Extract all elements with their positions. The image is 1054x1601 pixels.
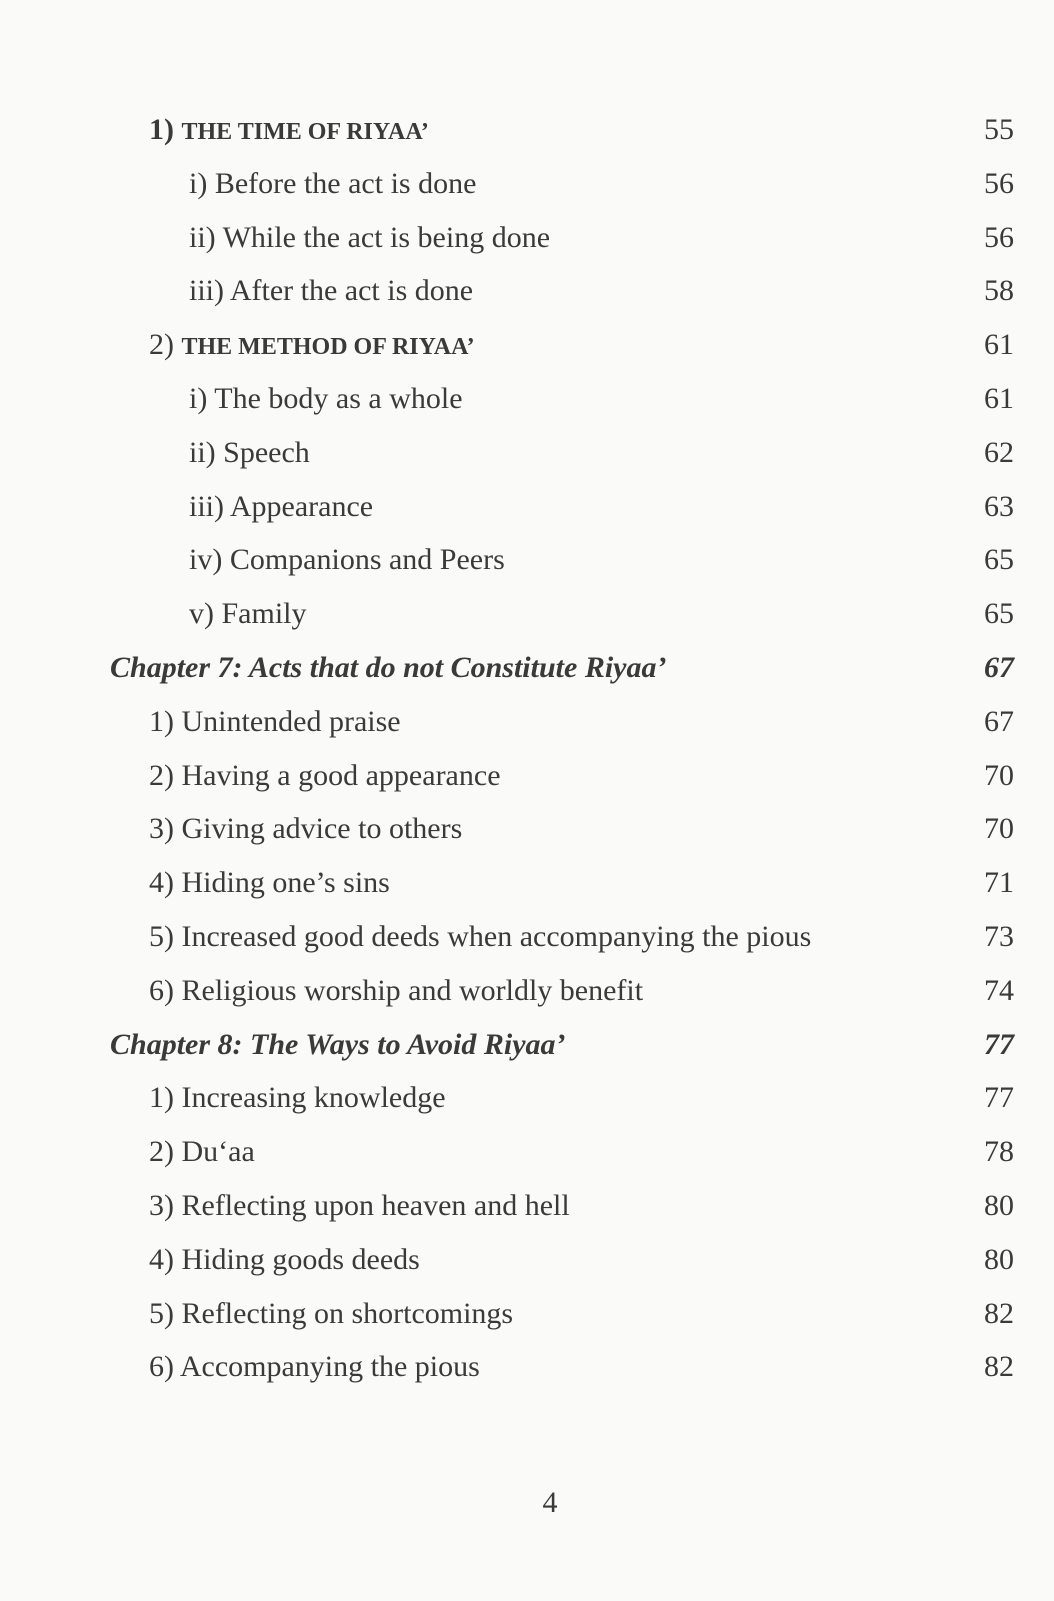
entry-page: 71: [984, 866, 1014, 900]
entry-page: 82: [984, 1350, 1014, 1384]
entry-page: 56: [984, 220, 1014, 254]
entry-title: v) Family: [189, 597, 307, 631]
entry-title: Chapter 7: Acts that do not Constitute R…: [110, 650, 667, 684]
entry-title: iv) Companions and Peers: [189, 543, 505, 577]
entry-page: 61: [984, 328, 1014, 362]
entry-page: 74: [984, 973, 1014, 1007]
entry-title: 1) Unintended praise: [149, 704, 401, 738]
entry-title: 6) Accompanying the pious: [149, 1350, 480, 1384]
toc-entry: iii) After the act is done 58: [0, 264, 1054, 318]
entry-page: 77: [984, 1027, 1014, 1061]
entry-title: 3) Reflecting upon heaven and hell: [149, 1188, 570, 1222]
entry-title: 4) Hiding one’s sins: [149, 866, 390, 900]
entry-page: 65: [984, 597, 1014, 631]
entry-title: i) Before the act is done: [189, 166, 477, 200]
toc-entry: 1) Increasing knowledge 77: [0, 1071, 1054, 1125]
table-of-contents: 1) THE TIME OF RIYAA’ 55 i) Before the act…: [0, 103, 1054, 1394]
entry-page: 55: [984, 113, 1014, 146]
entry-title: iii) Appearance: [189, 489, 374, 523]
toc-entry: 3) Giving advice to others 70: [0, 802, 1054, 856]
entry-title: 4) Hiding goods deeds: [149, 1242, 420, 1276]
toc-entry: 1) THE TIME OF RIYAA’ 55: [0, 103, 1054, 157]
toc-chapter: Chapter 7: Acts that do not Constitute R…: [0, 641, 1054, 695]
entry-page: 61: [984, 381, 1014, 415]
entry-title: 2) THE METHOD OF RIYAA’: [149, 318, 475, 375]
entry-page: 73: [984, 919, 1014, 953]
toc-entry: 6) Accompanying the pious 82: [0, 1340, 1054, 1394]
toc-entry: 4) Hiding goods deeds 80: [0, 1233, 1054, 1287]
entry-title: 2) Having a good appearance: [149, 758, 501, 792]
entry-page: 78: [984, 1135, 1014, 1169]
toc-entry: i) The body as a whole 61: [0, 372, 1054, 426]
entry-title: i) The body as a whole: [189, 381, 463, 415]
toc-entry: v) Family 65: [0, 587, 1054, 641]
toc-entry: 2) Having a good appearance 70: [0, 749, 1054, 803]
entry-title: ii) While the act is being done: [189, 220, 551, 254]
toc-entry: 3) Reflecting upon heaven and hell 80: [0, 1179, 1054, 1233]
entry-page: 56: [984, 166, 1014, 200]
entry-page: 67: [984, 704, 1014, 738]
toc-entry: iii) Appearance 63: [0, 480, 1054, 534]
entry-page: 58: [984, 274, 1014, 308]
section-title: THE METHOD OF RIYAA’: [181, 334, 475, 361]
section-number: 2): [149, 328, 174, 362]
entry-title: 5) Increased good deeds when accompanyin…: [149, 919, 812, 953]
section-title: THE TIME OF RIYAA’: [181, 119, 429, 145]
toc-entry: 6) Religious worship and worldly benefit…: [0, 964, 1054, 1018]
entry-page: 63: [984, 489, 1014, 523]
entry-page: 62: [984, 435, 1014, 469]
toc-entry: 5) Reflecting on shortcomings 82: [0, 1287, 1054, 1341]
toc-entry: ii) Speech 62: [0, 426, 1054, 480]
entry-title: 2) Du‘aa: [149, 1135, 255, 1169]
toc-entry: ii) While the act is being done 56: [0, 211, 1054, 265]
toc-entry: iv) Companions and Peers 65: [0, 533, 1054, 587]
entry-page: 82: [984, 1296, 1014, 1330]
entry-page: 77: [984, 1081, 1014, 1115]
entry-title: 1) Increasing knowledge: [149, 1081, 446, 1115]
toc-entry: i) Before the act is done 56: [0, 157, 1054, 211]
entry-title: 6) Religious worship and worldly benefit: [149, 973, 644, 1007]
entry-page: 80: [984, 1242, 1014, 1276]
entry-page: 67: [984, 650, 1014, 684]
toc-entry: 2) THE METHOD OF RIYAA’ 61: [0, 318, 1054, 372]
section-number: 1): [149, 113, 174, 146]
toc-entry: 4) Hiding one’s sins 71: [0, 856, 1054, 910]
toc-chapter: Chapter 8: The Ways to Avoid Riyaa’ 77: [0, 1018, 1054, 1072]
toc-entry: 2) Du‘aa 78: [0, 1125, 1054, 1179]
toc-entry: 5) Increased good deeds when accompanyin…: [0, 910, 1054, 964]
entry-title: iii) After the act is done: [189, 274, 474, 308]
entry-page: 70: [984, 758, 1014, 792]
entry-title: 3) Giving advice to others: [149, 812, 463, 846]
entry-page: 80: [984, 1188, 1014, 1222]
entry-page: 70: [984, 812, 1014, 846]
entry-title: 5) Reflecting on shortcomings: [149, 1296, 514, 1330]
page-number: 4: [542, 1486, 558, 1519]
entry-title: Chapter 8: The Ways to Avoid Riyaa’: [110, 1027, 566, 1061]
entry-title: 1) THE TIME OF RIYAA’: [149, 103, 429, 160]
entry-page: 65: [984, 543, 1014, 577]
entry-title: ii) Speech: [189, 435, 310, 469]
toc-entry: 1) Unintended praise 67: [0, 695, 1054, 749]
